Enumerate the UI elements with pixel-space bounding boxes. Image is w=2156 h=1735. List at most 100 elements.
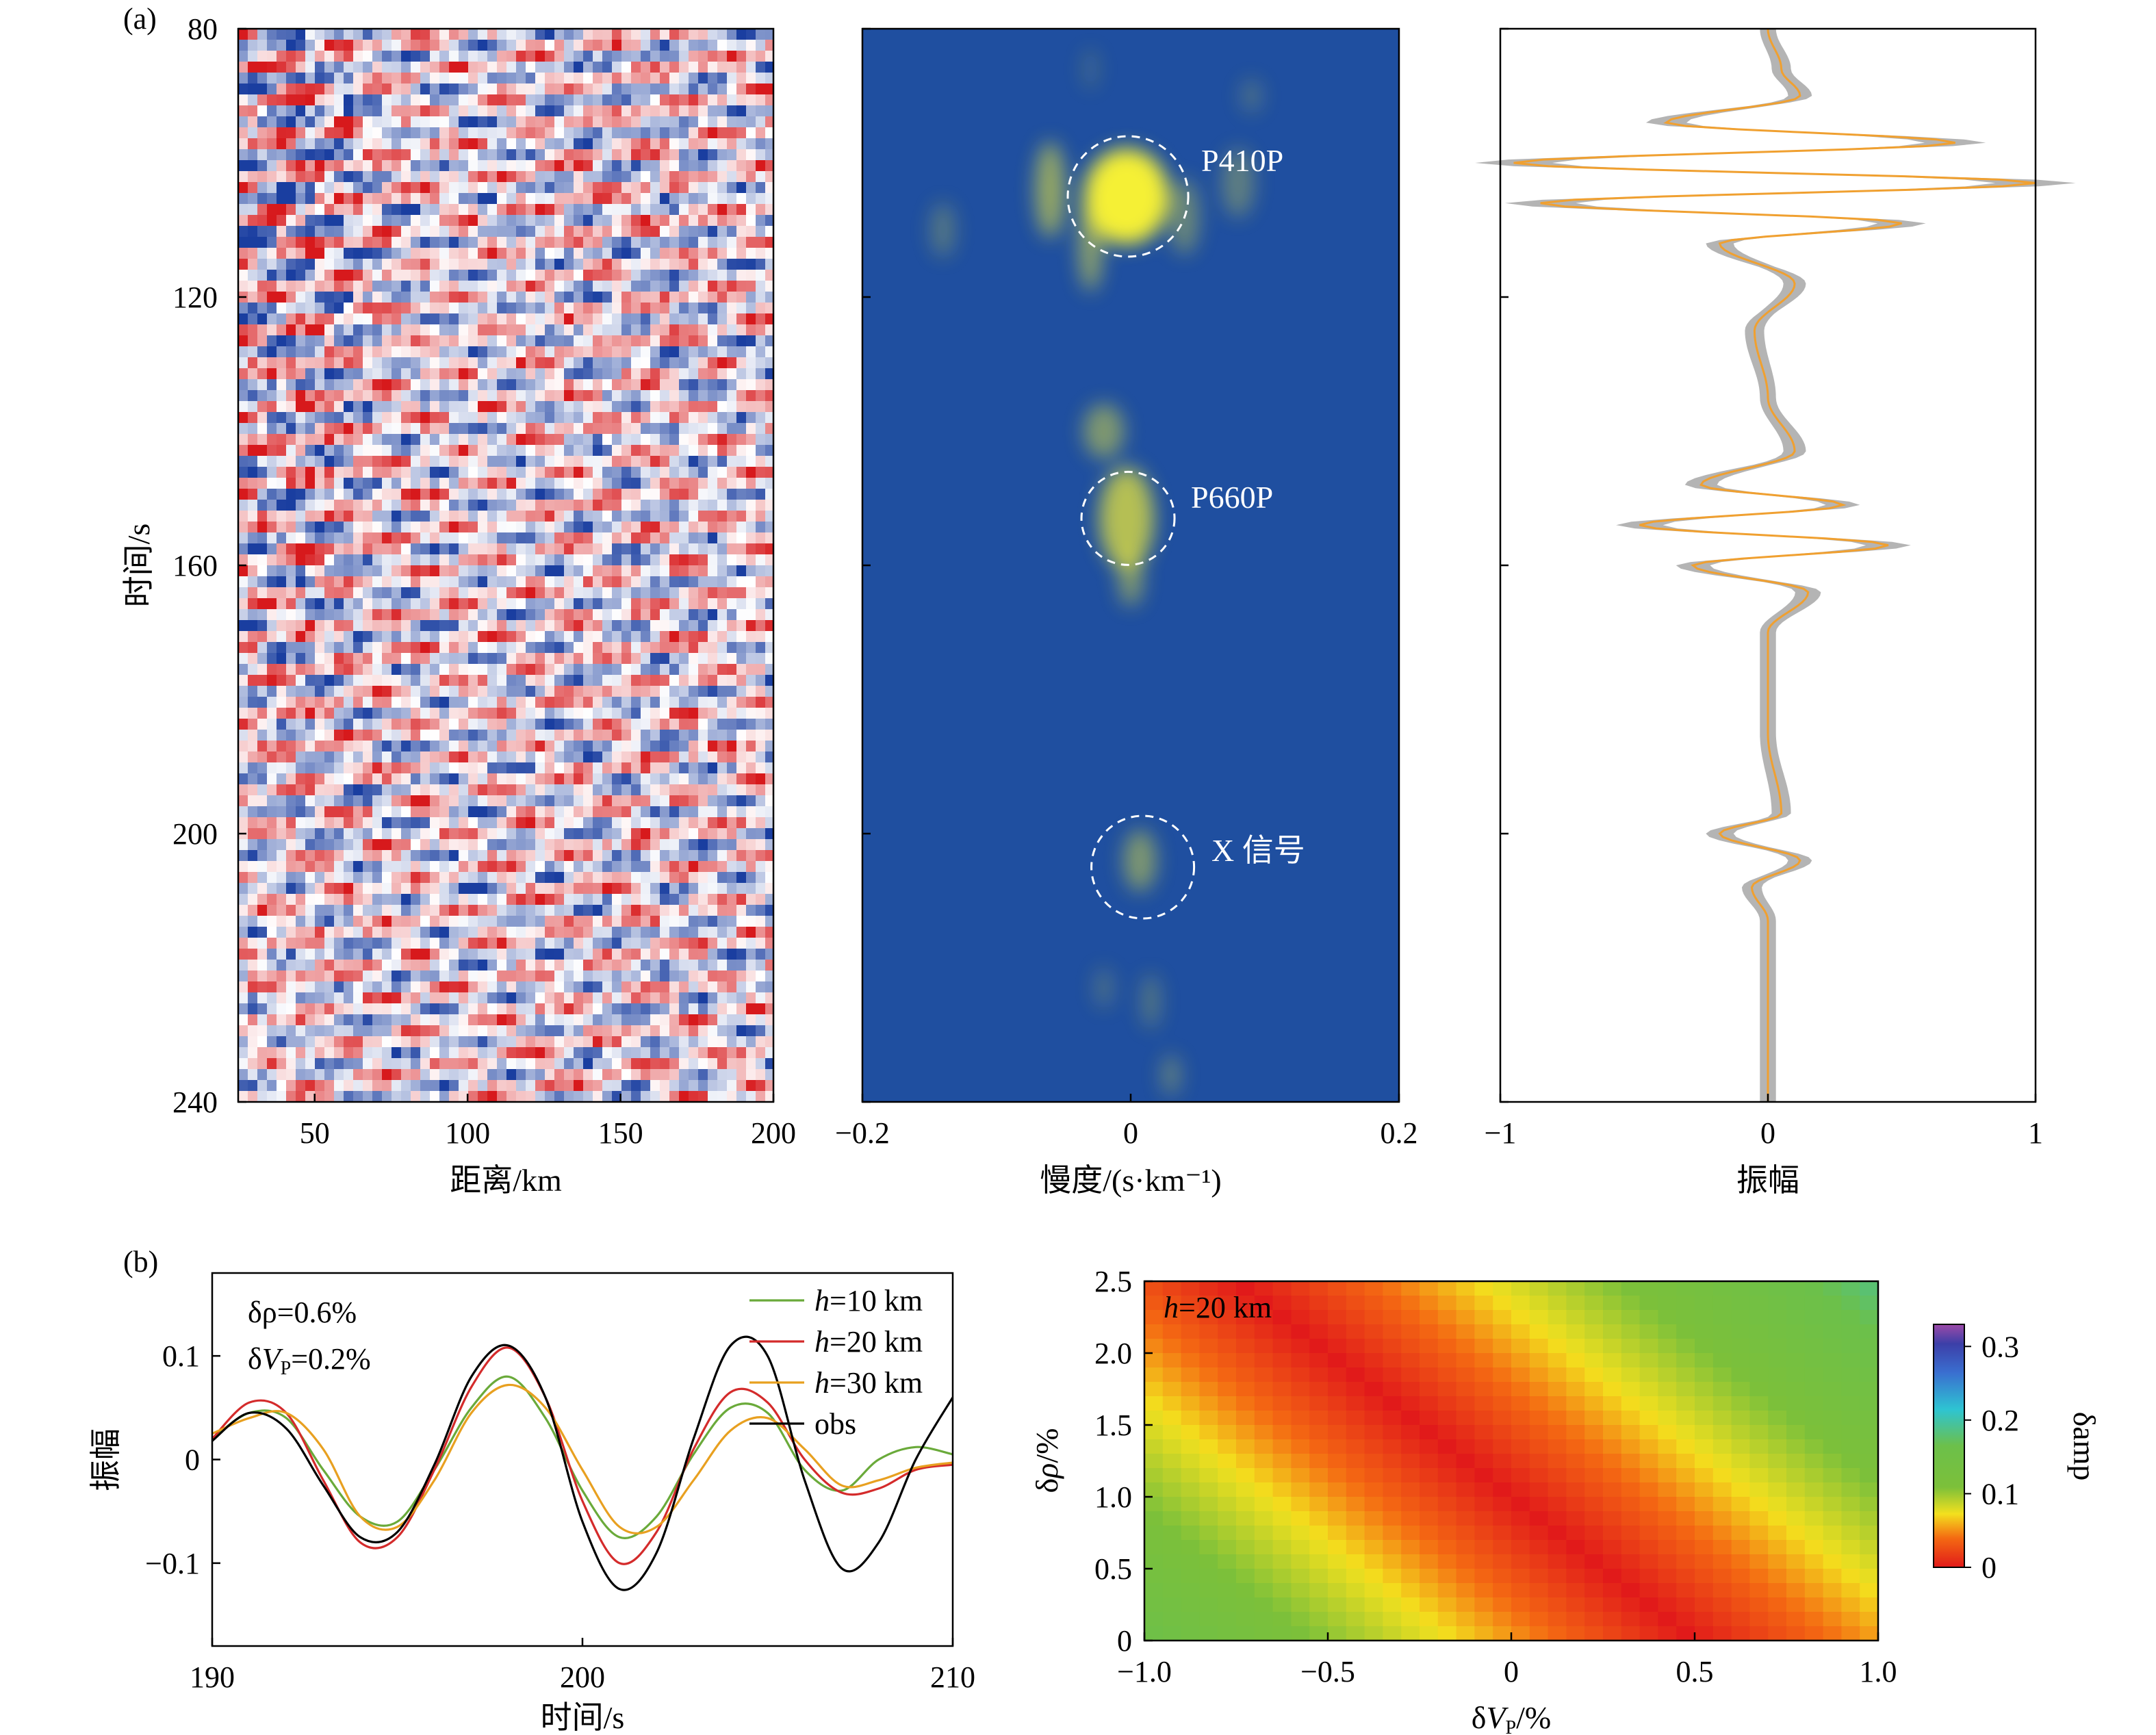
seismic-cell (717, 412, 728, 424)
seismic-cell (344, 281, 354, 292)
seismic-cell (238, 872, 248, 884)
seismic-cell (286, 927, 296, 938)
seismic-cell (372, 215, 383, 227)
seismic-cell (296, 1003, 306, 1015)
seismic-cell (717, 390, 728, 402)
seismic-cell (459, 861, 469, 873)
seismic-cell (765, 960, 773, 971)
seismic-cell (564, 248, 574, 259)
seismic-cell (277, 193, 287, 205)
seismic-cell (420, 105, 431, 117)
seismic-cell (736, 511, 747, 522)
seismic-cell (641, 51, 651, 62)
seismic-cell (420, 259, 431, 270)
seismic-cell (353, 576, 363, 588)
seismic-cell (334, 554, 344, 566)
seismic-cell (439, 379, 450, 391)
seismic-cell (372, 751, 383, 763)
seismic-cell (497, 478, 507, 489)
seismic-cell (257, 522, 268, 533)
seismic-cell (315, 138, 325, 150)
seismic-cell (277, 565, 287, 577)
seismic-cell (267, 259, 277, 270)
seismic-cell (324, 182, 335, 194)
seismic-cell (459, 193, 469, 205)
seismic-cell (650, 894, 660, 905)
seismic-cell (487, 182, 498, 194)
seismic-cell (439, 489, 450, 500)
seismic-cell (344, 467, 354, 478)
seismic-cell (334, 784, 344, 796)
seismic-cell (478, 73, 488, 84)
seismic-cell (689, 795, 699, 807)
seismic-cell (334, 116, 344, 128)
seismic-cell (708, 883, 718, 895)
seismic-cell (372, 204, 383, 216)
seismic-cell (689, 631, 699, 643)
seismic-cell (277, 938, 287, 949)
seismic-cell (593, 160, 603, 172)
seismic-cell (478, 872, 488, 884)
seismic-cell (449, 522, 459, 533)
seismic-cell (669, 83, 680, 95)
seismic-cell (334, 281, 344, 292)
seismic-cell (516, 478, 526, 489)
seismic-cell (765, 62, 773, 73)
seismic-cell (621, 609, 632, 621)
seismic-cell (449, 467, 459, 478)
seismic-cell (344, 259, 354, 270)
seismic-cell (296, 949, 306, 960)
seismic-cell (315, 817, 325, 829)
seismic-cell (593, 708, 603, 719)
seismic-cell (401, 927, 411, 938)
seismic-cell (315, 116, 325, 128)
seismic-cell (526, 828, 536, 840)
seismic-cell (449, 708, 459, 719)
seismic-cell (669, 675, 680, 686)
seismic-cell (554, 642, 565, 654)
seismic-cell (593, 861, 603, 873)
seismic-cell (689, 971, 699, 982)
seismic-cell (698, 532, 708, 544)
seismic-cell (238, 500, 248, 511)
seismic-cell (535, 992, 546, 1004)
seismic-cell (382, 160, 392, 172)
seismic-cell (277, 697, 287, 708)
seismic-cell (382, 620, 392, 632)
seismic-cell (324, 281, 335, 292)
seismic-cell (708, 73, 718, 84)
seismic-cell (554, 182, 565, 194)
seismic-cell (334, 204, 344, 216)
seismic-cell (449, 741, 459, 752)
seismic-cell (708, 357, 718, 369)
seismic-cell (564, 83, 574, 95)
seismic-cell (430, 532, 440, 544)
seismic-cell (717, 817, 728, 829)
seismic-cell (746, 511, 756, 522)
seismic-cell (257, 741, 268, 752)
seismic-cell (669, 938, 680, 949)
seismic-cell (324, 981, 335, 993)
seismic-cell (564, 412, 574, 424)
seismic-cell (717, 960, 728, 971)
seismic-cell (267, 335, 277, 347)
seismic-cell (324, 226, 335, 237)
seismic-cell (756, 609, 766, 621)
seismic-cell (420, 992, 431, 1004)
seismic-cell (401, 576, 411, 588)
seismic-cell (746, 861, 756, 873)
seismic-cell (736, 697, 747, 708)
seismic-cell (535, 850, 546, 862)
seismic-cell (756, 675, 766, 686)
seismic-cell (583, 686, 593, 697)
seismic-cell (344, 522, 354, 533)
seismic-cell (286, 456, 296, 467)
seismic-cell (468, 259, 478, 270)
seismic-cell (324, 379, 335, 391)
seismic-cell (535, 773, 546, 785)
seismic-cell (277, 532, 287, 544)
seismic-cell (439, 949, 450, 960)
seismic-cell (305, 467, 316, 478)
seismic-cell (324, 850, 335, 862)
seismic-cell (487, 971, 498, 982)
